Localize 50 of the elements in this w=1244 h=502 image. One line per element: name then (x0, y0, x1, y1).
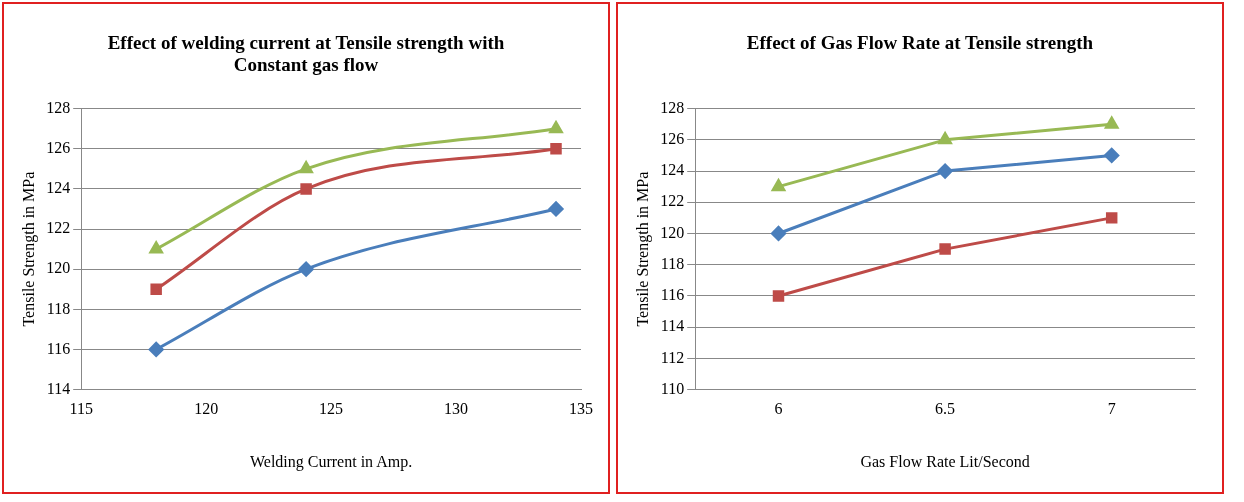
y-tick-label: 126 (46, 138, 71, 156)
y-tick-label: 122 (660, 192, 685, 210)
y-tick-label: 120 (46, 259, 71, 277)
y-tick-label: 116 (660, 286, 685, 304)
y-tick-label: 120 (660, 223, 685, 241)
point (771, 225, 786, 241)
x-axis-title: Welding Current in Amp. (249, 452, 413, 471)
y-tick-label: 114 (46, 379, 71, 397)
point (299, 161, 313, 174)
point (1105, 212, 1118, 224)
y-tick-label: 128 (660, 98, 685, 116)
y-axis-title: Tensile Strength in MPa (19, 171, 38, 327)
point (550, 143, 562, 155)
y-tick-label: 112 (660, 348, 685, 366)
x-tick-label: 6 (774, 400, 783, 418)
point (1104, 147, 1120, 163)
chart-title: Effect of welding current at Tensile strength with Constant gas flow (106, 32, 506, 77)
point (298, 261, 314, 277)
x-tick-label: 125 (319, 400, 344, 418)
y-tick-label: 126 (660, 130, 685, 148)
point (1105, 116, 1119, 129)
y-axis-title: Tensile Strength in MPa (633, 171, 652, 327)
y-tick-label: 118 (660, 254, 685, 272)
point (300, 183, 312, 195)
x-axis-title: Gas Flow Rate Lit/Second (860, 452, 1030, 470)
y-tick-label: 124 (46, 179, 71, 197)
x-tick-label: 135 (569, 400, 593, 418)
point (548, 201, 564, 217)
point (771, 179, 786, 192)
y-tick-label: 110 (660, 379, 685, 397)
point (937, 163, 953, 179)
y-tick-label: 122 (46, 219, 71, 237)
x-tick-label: 130 (444, 400, 469, 418)
point (939, 243, 951, 255)
point (150, 283, 162, 295)
y-tick-label: 124 (660, 161, 685, 179)
point (149, 241, 163, 254)
y-tick-label: 114 (660, 317, 685, 335)
y-tick-label: 118 (46, 299, 71, 317)
x-tick-label: 120 (194, 400, 219, 418)
point (549, 121, 563, 134)
point (148, 341, 164, 357)
x-tick-label: 6.5 (935, 400, 956, 418)
point (772, 290, 785, 302)
y-tick-label: 116 (46, 339, 71, 357)
x-tick-label: 7 (1107, 400, 1116, 418)
x-tick-label: 115 (69, 400, 93, 418)
y-tick-label: 128 (46, 98, 71, 116)
point (938, 132, 952, 145)
chart-title: Effect of Gas Flow Rate at Tensile strength (745, 32, 1095, 55)
